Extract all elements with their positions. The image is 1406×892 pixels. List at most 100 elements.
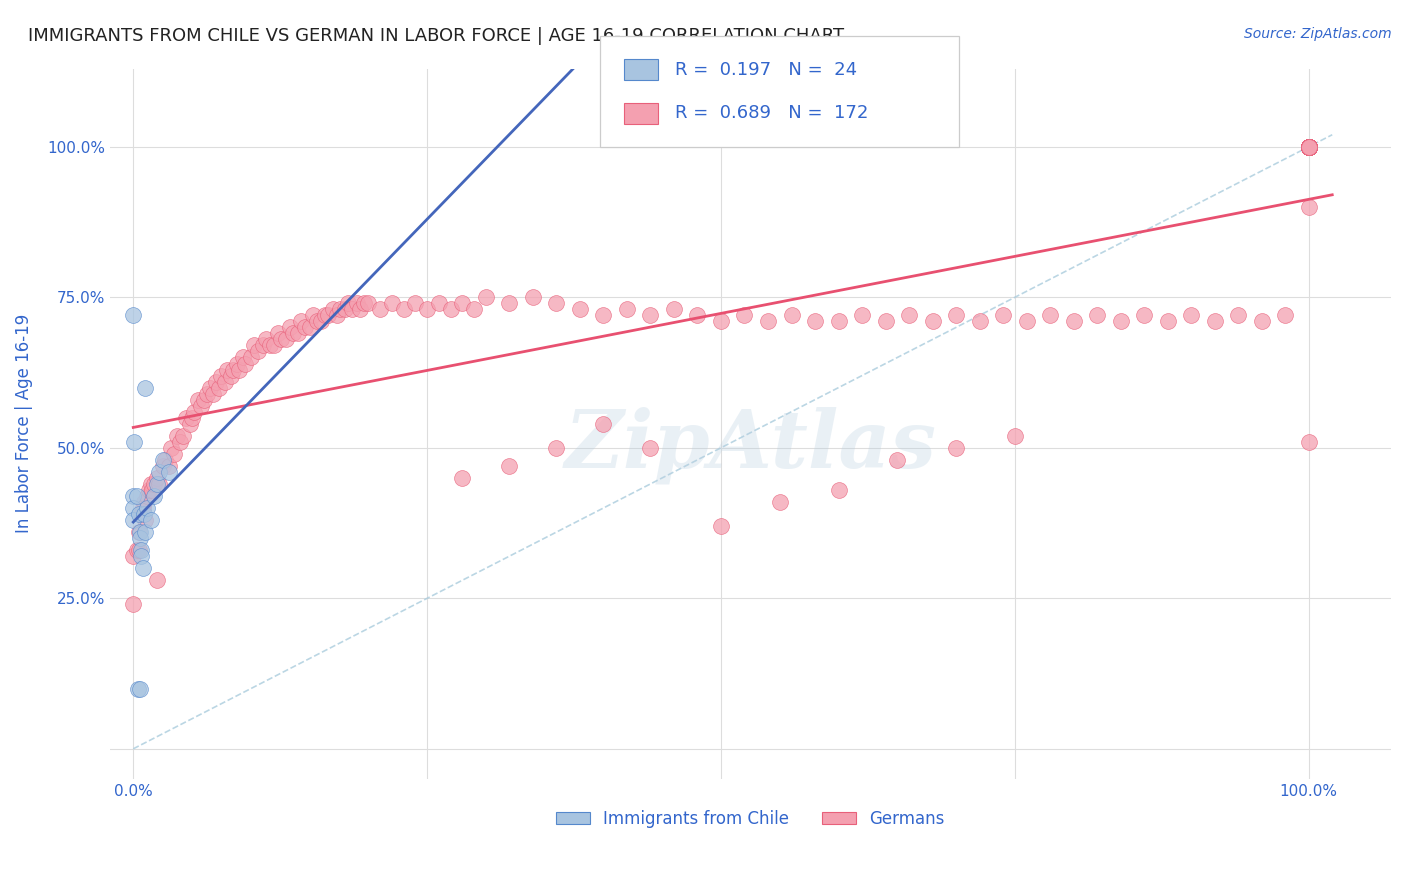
Point — [122, 513, 145, 527]
Point — [131, 561, 153, 575]
Point — [710, 314, 733, 328]
Point — [827, 314, 849, 328]
Text: ZipAtlas: ZipAtlas — [564, 406, 936, 483]
Point — [129, 531, 152, 545]
Point — [131, 549, 153, 564]
Point — [734, 309, 756, 323]
Point — [1298, 140, 1320, 154]
Point — [1063, 314, 1085, 328]
Point — [160, 441, 183, 455]
Point — [1298, 140, 1320, 154]
Point — [1298, 140, 1320, 154]
Point — [325, 309, 347, 323]
Point — [187, 392, 209, 407]
Point — [243, 338, 266, 352]
Point — [640, 441, 662, 455]
Point — [333, 302, 356, 317]
Point — [131, 501, 153, 516]
Point — [270, 333, 292, 347]
Point — [1298, 140, 1320, 154]
Point — [1204, 314, 1226, 328]
Point — [1156, 314, 1178, 328]
Point — [172, 429, 194, 443]
Point — [127, 681, 149, 696]
Point — [416, 302, 439, 317]
Point — [1298, 140, 1320, 154]
Point — [1298, 140, 1320, 154]
Point — [1298, 140, 1320, 154]
Point — [851, 309, 873, 323]
Point — [463, 302, 485, 317]
Point — [969, 314, 991, 328]
Point — [1109, 314, 1132, 328]
Point — [298, 320, 321, 334]
Point — [592, 417, 614, 431]
Point — [179, 417, 201, 431]
Point — [329, 302, 352, 317]
Point — [136, 489, 159, 503]
Point — [122, 309, 145, 323]
Point — [152, 453, 174, 467]
Point — [1298, 140, 1320, 154]
Point — [368, 302, 391, 317]
Text: R =  0.197   N =  24: R = 0.197 N = 24 — [675, 61, 858, 78]
Point — [921, 314, 943, 328]
Point — [145, 574, 167, 588]
Point — [314, 309, 336, 323]
Point — [287, 326, 309, 341]
Point — [166, 429, 188, 443]
Point — [122, 597, 145, 611]
Point — [381, 296, 404, 310]
Point — [254, 333, 277, 347]
Point — [125, 543, 148, 558]
Point — [153, 453, 176, 467]
Point — [1085, 309, 1108, 323]
Point — [131, 543, 153, 558]
Point — [1298, 140, 1320, 154]
Point — [616, 302, 638, 317]
Point — [181, 410, 204, 425]
Point — [208, 381, 231, 395]
Point — [131, 507, 153, 521]
Point — [305, 314, 328, 328]
Legend: Immigrants from Chile, Germans: Immigrants from Chile, Germans — [550, 803, 950, 835]
Point — [195, 386, 218, 401]
Point — [1298, 200, 1320, 214]
Point — [640, 309, 662, 323]
Point — [1298, 140, 1320, 154]
Point — [1298, 140, 1320, 154]
Point — [202, 386, 225, 401]
Point — [145, 477, 167, 491]
Point — [209, 368, 232, 383]
Point — [267, 326, 290, 341]
Point — [132, 507, 155, 521]
Point — [1298, 140, 1320, 154]
Point — [128, 507, 150, 521]
Point — [827, 483, 849, 497]
Point — [217, 362, 239, 376]
Point — [945, 441, 967, 455]
Point — [1298, 140, 1320, 154]
Point — [1298, 140, 1320, 154]
Point — [1298, 140, 1320, 154]
Point — [568, 302, 591, 317]
Point — [139, 477, 162, 491]
Point — [1298, 140, 1320, 154]
Point — [278, 320, 301, 334]
Point — [183, 405, 205, 419]
Point — [1298, 140, 1320, 154]
Point — [353, 296, 375, 310]
Point — [134, 513, 156, 527]
Point — [804, 314, 827, 328]
Point — [233, 357, 256, 371]
Point — [498, 458, 520, 473]
Point — [404, 296, 426, 310]
Point — [239, 351, 262, 365]
Point — [152, 458, 174, 473]
Point — [710, 519, 733, 533]
Point — [228, 362, 250, 376]
Point — [125, 489, 148, 503]
Point — [662, 302, 685, 317]
Point — [337, 296, 360, 310]
Point — [281, 326, 304, 341]
